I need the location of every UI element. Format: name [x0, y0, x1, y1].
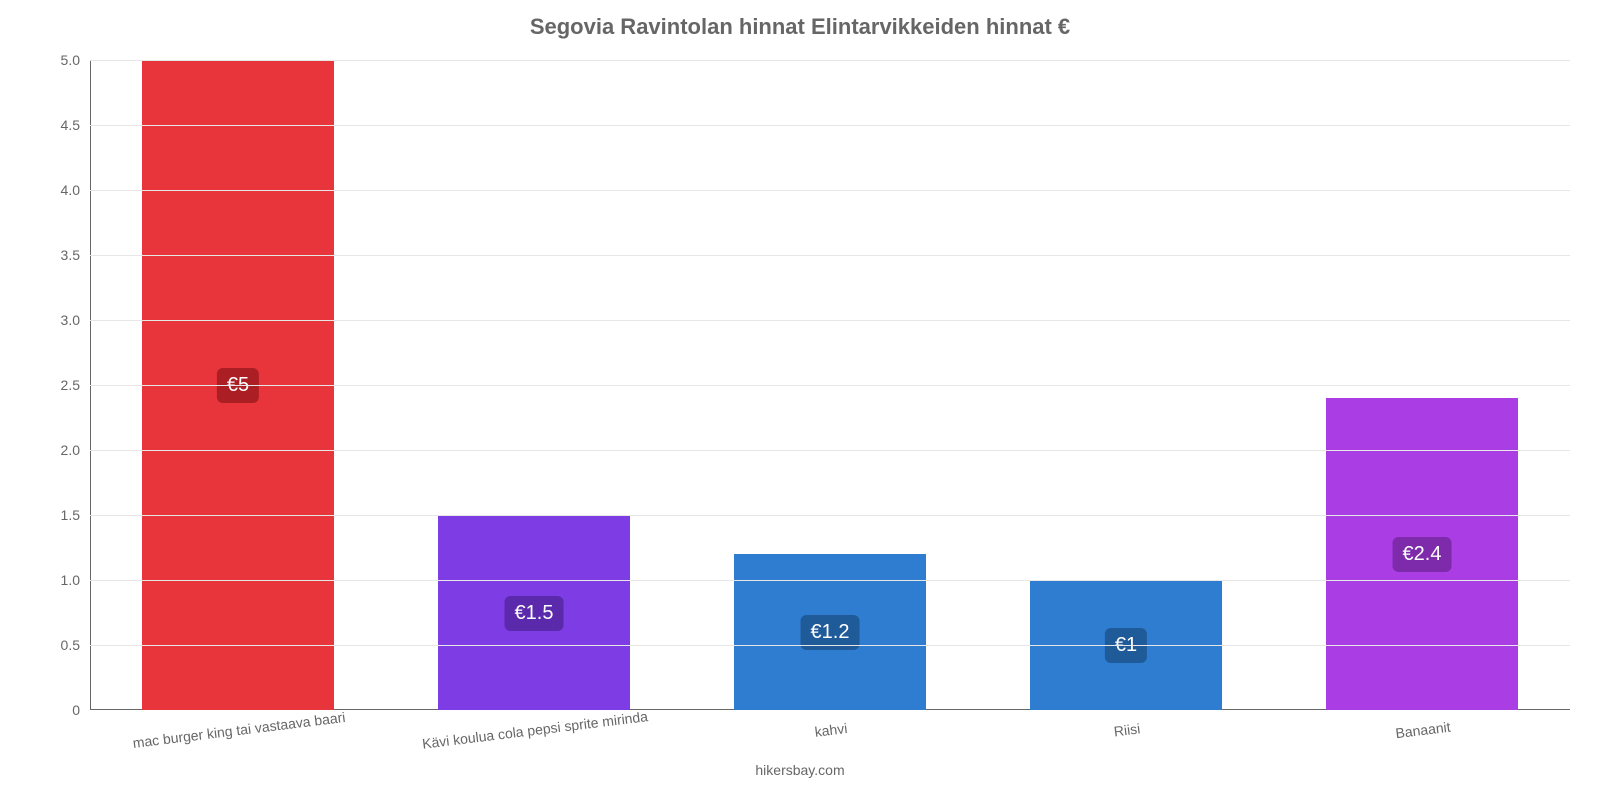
- gridline: [90, 255, 1570, 256]
- x-tick-label: Riisi: [1113, 720, 1141, 739]
- y-tick-label: 0: [72, 702, 90, 718]
- y-tick-label: 3.5: [61, 247, 90, 263]
- bar-value-badge: €2.4: [1393, 537, 1452, 572]
- gridline: [90, 125, 1570, 126]
- chart-title: Segovia Ravintolan hinnat Elintarvikkeid…: [0, 14, 1600, 40]
- y-tick-label: 2.5: [61, 377, 90, 393]
- y-tick-label: 2.0: [61, 442, 90, 458]
- gridline: [90, 580, 1570, 581]
- y-tick-label: 1.5: [61, 507, 90, 523]
- y-tick-label: 3.0: [61, 312, 90, 328]
- y-tick-label: 1.0: [61, 572, 90, 588]
- gridline: [90, 515, 1570, 516]
- gridline: [90, 320, 1570, 321]
- gridline: [90, 385, 1570, 386]
- gridline: [90, 60, 1570, 61]
- y-tick-label: 4.5: [61, 117, 90, 133]
- x-tick-label: kahvi: [814, 720, 848, 740]
- attribution-text: hikersbay.com: [0, 762, 1600, 778]
- gridline: [90, 190, 1570, 191]
- price-bar-chart: Segovia Ravintolan hinnat Elintarvikkeid…: [0, 0, 1600, 800]
- y-tick-label: 5.0: [61, 52, 90, 68]
- x-tick-label: Banaanit: [1395, 719, 1452, 742]
- plot-area: €5mac burger king tai vastaava baari€1.5…: [90, 60, 1570, 710]
- gridline: [90, 645, 1570, 646]
- y-tick-label: 0.5: [61, 637, 90, 653]
- x-tick-label: mac burger king tai vastaava baari: [132, 709, 346, 751]
- y-tick-label: 4.0: [61, 182, 90, 198]
- x-tick-label: Kävi koulua cola pepsi sprite mirinda: [421, 708, 648, 752]
- bar-value-badge: €1.5: [505, 596, 564, 631]
- gridline: [90, 450, 1570, 451]
